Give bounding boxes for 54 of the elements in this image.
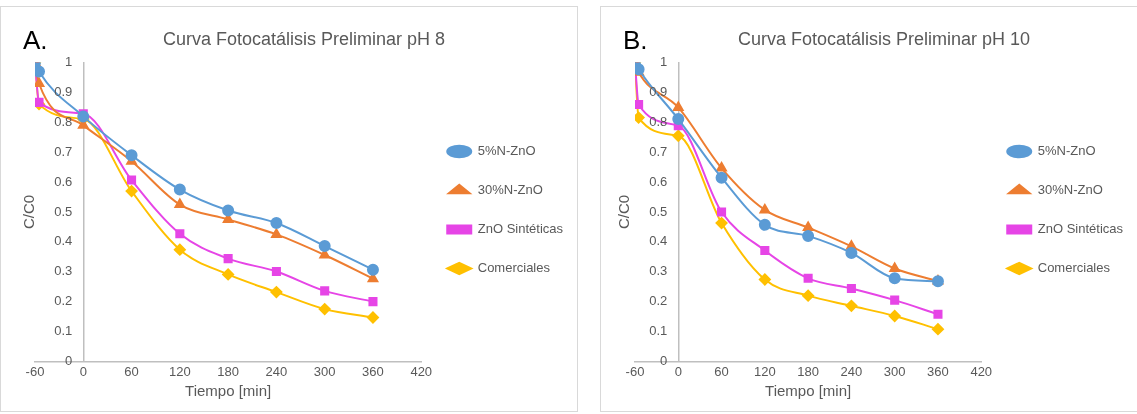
y-tick-label: 0.3 <box>649 263 668 279</box>
x-tick-label: 420 <box>970 363 993 379</box>
x-tick-label: 300 <box>313 363 336 379</box>
x-tick-label: -60 <box>25 363 45 379</box>
y-tick-label: 0 <box>65 352 73 368</box>
y-tick-label: 0.6 <box>54 173 73 189</box>
y-tick-label: 0 <box>660 352 668 368</box>
x-tick-label: 120 <box>753 363 776 379</box>
y-axis-title: C/C0 <box>614 194 632 230</box>
text: B. <box>623 25 648 56</box>
legend-label: 30%N-ZnO <box>477 182 543 198</box>
x-tick-label: 360 <box>927 363 949 379</box>
legend-label: ZnO Sintéticas <box>1037 221 1124 237</box>
y-tick-label: 0.8 <box>54 113 73 129</box>
x-tick-label: 240 <box>265 363 288 379</box>
x-tick-label: 240 <box>840 363 863 379</box>
y-tick-label: 0.2 <box>649 293 668 309</box>
x-tick-label: 180 <box>797 363 819 379</box>
y-tick-label: 0.5 <box>649 203 668 219</box>
y-tick-label: 0.7 <box>649 143 668 159</box>
y-tick-label: 0.4 <box>649 233 668 249</box>
x-tick-label: 0 <box>79 363 87 379</box>
x-tick-label: 120 <box>168 363 191 379</box>
x-tick-label: 60 <box>714 363 729 379</box>
y-tick-label: 0.9 <box>54 84 73 100</box>
y-tick-label: 0.6 <box>649 173 668 189</box>
y-tick-label: 0.5 <box>54 203 73 219</box>
y-tick-label: 0.3 <box>54 263 73 279</box>
y-axis-title: C/C0 <box>19 194 37 230</box>
text: A. <box>23 25 48 56</box>
legend-label: 5%N-ZnO <box>1037 143 1096 159</box>
x-axis-title: Tiempo [min] <box>185 382 272 400</box>
legend-label: 30%N-ZnO <box>1037 182 1103 198</box>
y-tick-label: 0.1 <box>54 323 73 339</box>
x-tick-label: 420 <box>410 363 433 379</box>
x-tick-label: 300 <box>883 363 906 379</box>
y-tick-label: 1 <box>660 54 668 70</box>
legend-label: Comerciales <box>1037 260 1111 276</box>
x-tick-label: 0 <box>674 363 682 379</box>
x-tick-label: 180 <box>217 363 239 379</box>
legend-label: 5%N-ZnO <box>477 143 536 159</box>
y-tick-label: 0.4 <box>54 233 73 249</box>
x-tick-label: -60 <box>625 363 645 379</box>
chart-title: Curva Fotocatálisis Preliminar pH 10 <box>737 28 1031 49</box>
legend-label: Comerciales <box>477 260 551 276</box>
x-tick-label: 60 <box>124 363 139 379</box>
legend-label: ZnO Sintéticas <box>477 221 564 237</box>
y-tick-label: 0.7 <box>54 143 73 159</box>
chart-title: Curva Fotocatálisis Preliminar pH 8 <box>162 28 446 49</box>
y-tick-label: 0.1 <box>649 323 668 339</box>
x-axis-title: Tiempo [min] <box>765 382 852 400</box>
y-tick-label: 0.2 <box>54 293 73 309</box>
x-tick-label: 360 <box>362 363 384 379</box>
y-tick-label: 1 <box>65 54 73 70</box>
